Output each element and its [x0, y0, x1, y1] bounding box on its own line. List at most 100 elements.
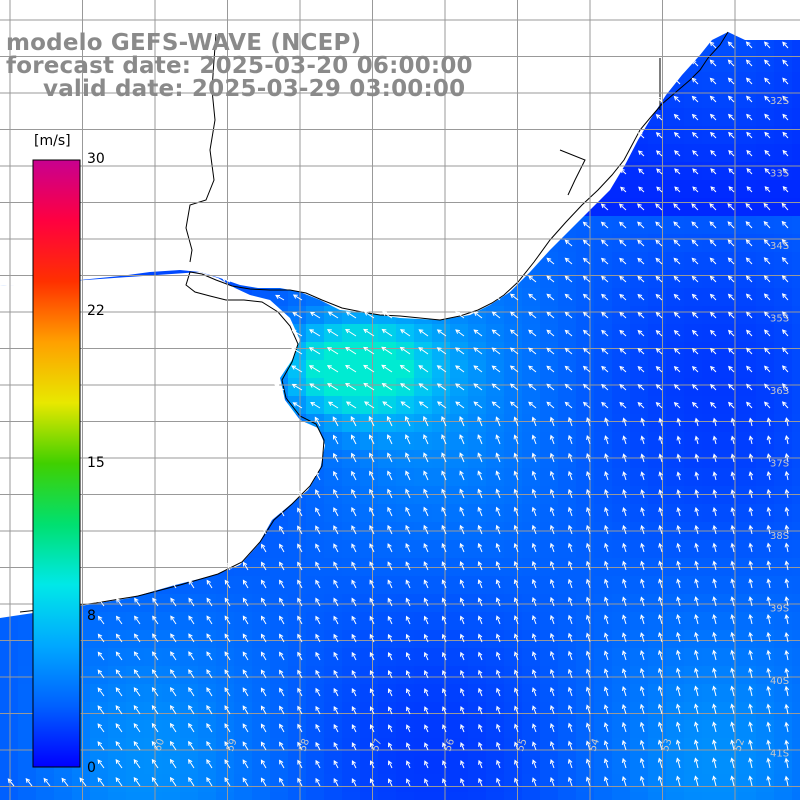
wind-arrow [567, 650, 573, 661]
wind-arrow [369, 488, 375, 499]
wind-arrow [188, 633, 195, 643]
wind-arrow [709, 41, 717, 49]
field-cell [342, 792, 360, 800]
wind-arrow [675, 775, 681, 787]
field-cell [18, 702, 36, 720]
wind-arrow [673, 221, 681, 229]
wind-arrow [242, 579, 249, 589]
field-cell [666, 432, 684, 450]
wind-arrow [459, 524, 465, 535]
wind-arrow [546, 383, 555, 391]
wind-arrow [531, 777, 537, 787]
wind-arrow [455, 311, 465, 319]
field-cell [162, 792, 180, 800]
wind-arrow [710, 168, 717, 175]
wind-arrow [151, 651, 159, 661]
wind-arrow [441, 415, 447, 427]
field-cell [0, 720, 18, 738]
wind-arrow [746, 365, 753, 373]
wind-arrow [333, 759, 339, 769]
wind-arrow [460, 742, 465, 751]
wind-arrow [314, 416, 321, 427]
field-cell [468, 738, 486, 756]
wind-arrow [170, 579, 177, 589]
wind-arrow [676, 453, 682, 463]
field-cell [702, 180, 720, 198]
wind-arrow [567, 704, 573, 715]
wind-arrow [727, 113, 735, 121]
field-cell [306, 720, 324, 738]
field-cell [612, 738, 630, 756]
wind-arrow [441, 561, 447, 571]
wind-arrow [636, 203, 645, 211]
wind-arrow [406, 742, 411, 751]
field-cell [738, 180, 756, 198]
field-cell [666, 576, 684, 594]
wind-arrow [675, 685, 681, 697]
wind-arrow [766, 578, 772, 589]
wind-arrow [549, 650, 555, 661]
field-cell [378, 774, 396, 792]
field-cell [306, 648, 324, 666]
field-cell [396, 774, 414, 792]
wind-arrow [694, 471, 700, 481]
field-cell [450, 504, 468, 522]
field-cell [378, 450, 396, 468]
wind-arrow [781, 220, 789, 229]
wind-arrow [224, 687, 231, 697]
wind-arrow [763, 202, 771, 211]
field-cell [576, 414, 594, 432]
wind-arrow [369, 778, 375, 787]
wind-arrow [436, 329, 447, 337]
wind-arrow [509, 311, 519, 319]
wind-arrow [582, 311, 591, 319]
field-cell [540, 252, 558, 270]
wind-arrow [206, 615, 213, 625]
field-cell [738, 684, 756, 702]
wind-arrow [297, 561, 303, 571]
field-cell [450, 414, 468, 432]
field-cell [306, 792, 324, 800]
wind-arrow [473, 347, 483, 355]
field-cell [666, 648, 684, 666]
field-cell [270, 594, 288, 612]
wind-arrow [784, 560, 790, 571]
wind-arrow [604, 506, 609, 517]
wind-arrow [260, 633, 267, 643]
wind-arrow [381, 382, 393, 391]
wind-arrow [781, 257, 789, 265]
field-cell [792, 450, 800, 468]
wind-arrow [712, 685, 717, 697]
field-cell [306, 774, 324, 792]
field-cell [216, 612, 234, 630]
wind-arrow [549, 722, 555, 733]
wind-arrow [495, 615, 501, 625]
wind-arrow [549, 506, 555, 517]
field-cell [468, 720, 486, 738]
wind-arrow [728, 401, 735, 409]
field-cell [126, 594, 144, 612]
field-cell [648, 504, 666, 522]
field-cell [684, 540, 702, 558]
wind-arrow [531, 434, 537, 445]
wind-arrow [477, 561, 483, 571]
field-cell [126, 738, 144, 756]
wind-arrow [297, 669, 303, 679]
field-cell [684, 180, 702, 198]
wind-arrow [424, 760, 429, 769]
field-cell [396, 504, 414, 522]
field-cell [216, 756, 234, 774]
field-cell [738, 468, 756, 486]
wind-arrow [585, 704, 591, 715]
wind-arrow [441, 470, 447, 481]
wind-arrow [658, 417, 664, 427]
wind-arrow [655, 365, 663, 373]
colorbar-tick-22: 22 [87, 303, 105, 319]
wind-arrow [351, 651, 357, 661]
field-cell [216, 702, 234, 720]
field-cell [288, 612, 306, 630]
field-cell [792, 414, 800, 432]
wind-arrow [442, 760, 447, 769]
wind-arrow [639, 685, 645, 697]
field-cell [774, 576, 792, 594]
